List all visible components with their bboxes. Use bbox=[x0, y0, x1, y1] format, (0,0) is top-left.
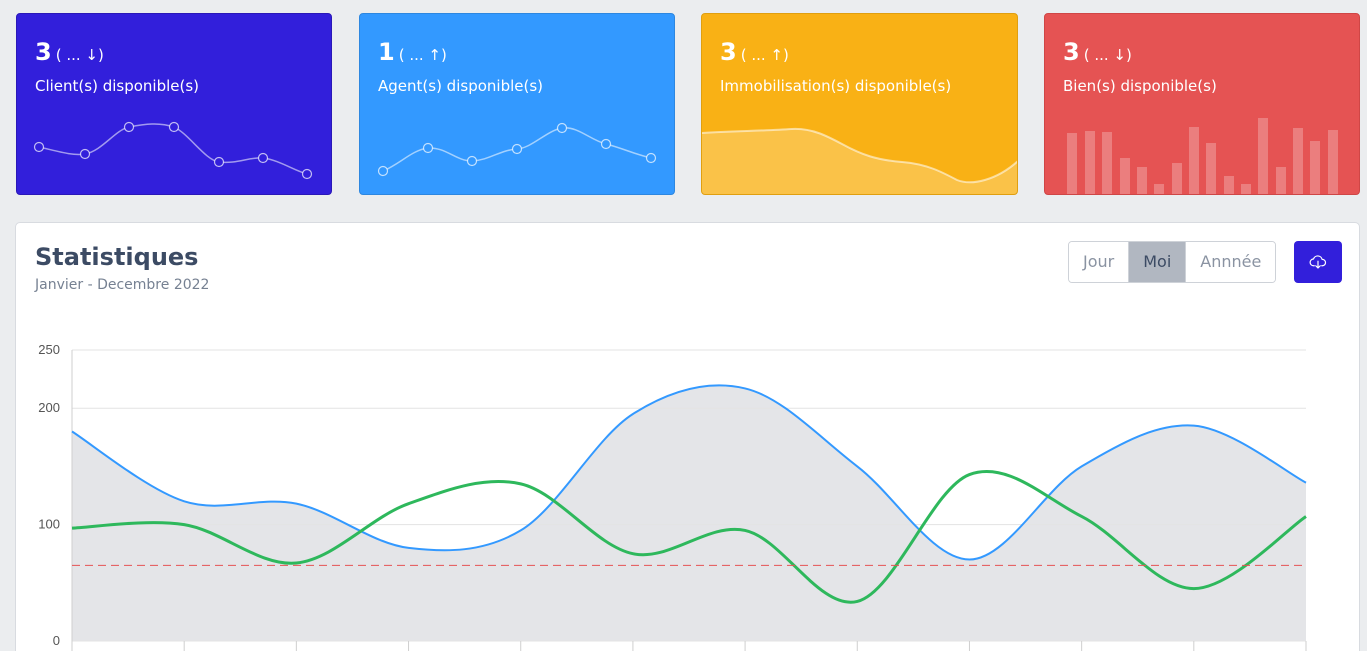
cloud-download-icon bbox=[1309, 255, 1327, 269]
immobilisations-count: 3( ... ↑) bbox=[720, 38, 789, 66]
period-annee-button[interactable]: Annnée bbox=[1186, 242, 1276, 282]
immobilisations-area-chart bbox=[702, 127, 1017, 194]
agents-card[interactable]: 1( ... ↑) Agent(s) disponible(s) bbox=[359, 13, 675, 195]
y-tick-label: 250 bbox=[38, 342, 60, 357]
period-toggle: Jour Moi Annnée bbox=[1068, 241, 1277, 283]
immobilisations-card[interactable]: 3( ... ↑) Immobilisation(s) disponible(s… bbox=[701, 13, 1018, 195]
stats-title: Statistiques bbox=[35, 243, 199, 271]
biens-bar-chart bbox=[1067, 118, 1338, 194]
agents-count: 1( ... ↑) bbox=[378, 38, 447, 66]
agents-label: Agent(s) disponible(s) bbox=[378, 77, 543, 95]
y-tick-label: 200 bbox=[38, 400, 60, 415]
period-moi-button[interactable]: Moi bbox=[1129, 242, 1187, 282]
stats-subtitle: Janvier - Decembre 2022 bbox=[35, 277, 210, 293]
clients-card[interactable]: 3( ... ↓) Client(s) disponible(s) bbox=[16, 13, 332, 195]
series-2-line bbox=[71, 469, 1307, 604]
biens-count: 3( ... ↓) bbox=[1063, 38, 1132, 66]
series-1-line bbox=[71, 384, 1307, 561]
immobilisations-trend: ( ... ↑) bbox=[740, 46, 789, 64]
series-1-area bbox=[72, 385, 1306, 641]
clients-count: 3( ... ↓) bbox=[35, 38, 104, 66]
biens-label: Bien(s) disponible(s) bbox=[1063, 77, 1217, 95]
agents-sparkline bbox=[377, 122, 657, 177]
period-jour-button[interactable]: Jour bbox=[1069, 242, 1130, 282]
download-button[interactable] bbox=[1294, 241, 1342, 283]
clients-trend: ( ... ↓) bbox=[55, 46, 104, 64]
clients-sparkline bbox=[33, 121, 313, 180]
immobilisations-label: Immobilisation(s) disponible(s) bbox=[720, 77, 952, 95]
biens-trend: ( ... ↓) bbox=[1083, 46, 1132, 64]
y-tick-label: 100 bbox=[38, 517, 60, 532]
biens-card[interactable]: 3( ... ↓) Bien(s) disponible(s) bbox=[1044, 13, 1360, 195]
y-tick-label: 0 bbox=[53, 633, 60, 648]
agents-trend: ( ... ↑) bbox=[398, 46, 447, 64]
clients-label: Client(s) disponible(s) bbox=[35, 77, 200, 95]
